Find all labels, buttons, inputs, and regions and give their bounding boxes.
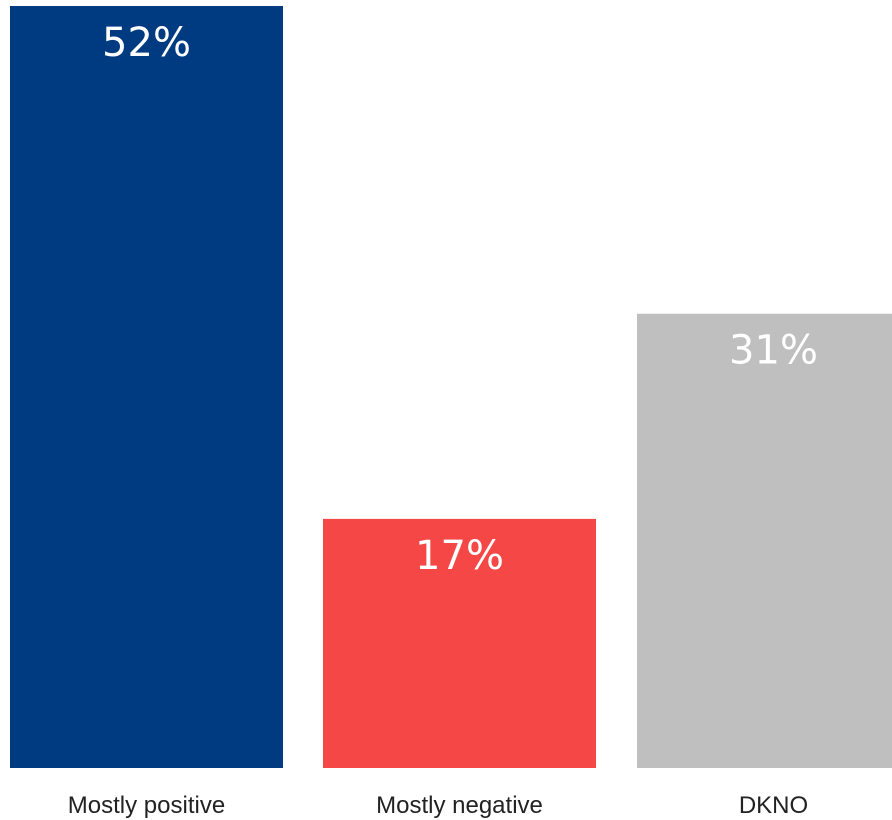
bar-dkno (637, 313, 892, 768)
data-label-mostly-negative: 17% (415, 533, 504, 579)
category-label-dkno: DKNO (739, 792, 808, 819)
data-label-dkno: 31% (729, 328, 818, 374)
data-label-mostly-positive: 52% (102, 20, 191, 66)
category-label-mostly-negative: Mostly negative (376, 792, 543, 819)
bar-mostly-negative (323, 518, 596, 768)
bar-mostly-positive (10, 6, 283, 768)
bars-group (10, 6, 892, 768)
category-labels-group: Mostly positive Mostly negative DKNO (68, 792, 808, 819)
data-labels-group: 52% 17% 31% (102, 20, 818, 579)
category-label-mostly-positive: Mostly positive (68, 792, 225, 819)
